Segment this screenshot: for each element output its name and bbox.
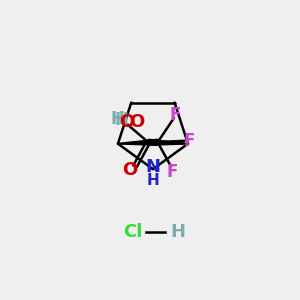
Text: H: H	[147, 173, 159, 188]
Text: O: O	[122, 161, 137, 179]
Text: O: O	[129, 112, 144, 130]
Text: O: O	[119, 112, 135, 130]
Text: F: F	[184, 132, 195, 150]
Text: N: N	[146, 158, 160, 176]
Text: F: F	[170, 106, 181, 124]
Text: H: H	[170, 224, 185, 242]
Text: H: H	[114, 111, 128, 129]
Text: F: F	[167, 163, 178, 181]
Polygon shape	[118, 139, 158, 145]
Text: Cl: Cl	[123, 224, 142, 242]
Polygon shape	[148, 139, 188, 145]
Text: H: H	[111, 110, 124, 128]
